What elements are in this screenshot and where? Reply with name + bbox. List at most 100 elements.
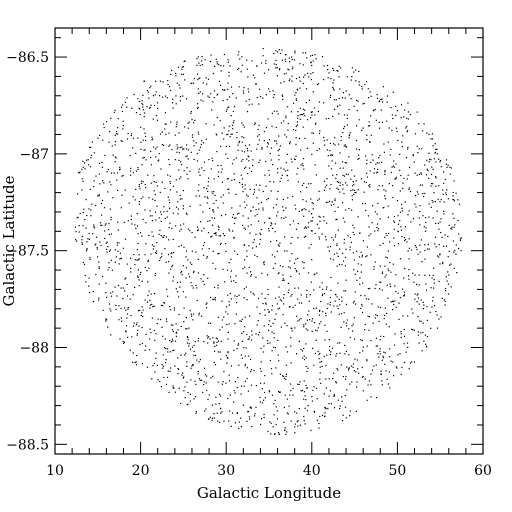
scatter-point (187, 339, 189, 341)
scatter-point (335, 162, 337, 164)
scatter-point (273, 63, 275, 65)
scatter-point (365, 209, 367, 212)
scatter-point (366, 345, 368, 347)
scatter-point (147, 174, 149, 176)
scatter-point (428, 203, 430, 205)
scatter-point (438, 280, 440, 282)
scatter-point (83, 208, 85, 210)
scatter-point (388, 371, 390, 373)
scatter-point (375, 119, 377, 121)
scatter-point (360, 178, 362, 180)
scatter-point (238, 294, 240, 296)
scatter-point (117, 118, 119, 120)
scatter-point (186, 365, 188, 367)
scatter-point (164, 362, 167, 364)
scatter-point (369, 170, 371, 172)
scatter-point (153, 362, 156, 365)
scatter-point (423, 340, 425, 342)
scatter-point (185, 317, 188, 319)
scatter-point (223, 316, 225, 318)
scatter-point (316, 83, 318, 86)
scatter-point (400, 336, 402, 338)
scatter-point (154, 252, 157, 254)
scatter-point (175, 288, 177, 290)
scatter-point (279, 265, 281, 267)
scatter-point (436, 148, 438, 150)
scatter-point (182, 205, 184, 207)
scatter-point (131, 223, 133, 225)
scatter-point (201, 140, 203, 142)
scatter-point (250, 369, 252, 371)
scatter-point (106, 248, 108, 250)
scatter-point (313, 322, 316, 324)
scatter-point (199, 379, 201, 381)
scatter-point (262, 351, 264, 353)
scatter-point (203, 384, 205, 386)
scatter-point (415, 206, 417, 208)
scatter-point (365, 298, 368, 300)
scatter-point (418, 284, 420, 286)
scatter-point (254, 123, 256, 125)
scatter-point (325, 312, 327, 315)
scatter-point (228, 380, 231, 382)
scatter-point (297, 181, 300, 183)
scatter-point (152, 95, 154, 97)
scatter-point (303, 262, 305, 264)
scatter-point (112, 154, 114, 156)
scatter-point (369, 91, 371, 93)
scatter-point (179, 96, 181, 98)
scatter-point (221, 168, 223, 170)
scatter-point (257, 297, 260, 300)
scatter-point (359, 352, 361, 354)
scatter-point (268, 88, 270, 90)
scatter-point (339, 304, 341, 306)
scatter-point (149, 304, 151, 306)
scatter-point (266, 146, 268, 148)
scatter-point (351, 325, 353, 327)
scatter-point (212, 337, 214, 339)
scatter-point (261, 418, 263, 420)
scatter-point (95, 243, 97, 245)
scatter-point (199, 174, 201, 176)
scatter-point (202, 244, 205, 247)
scatter-point (273, 332, 275, 335)
scatter-point (337, 308, 339, 310)
scatter-point (214, 364, 217, 366)
scatter-point (308, 210, 310, 212)
scatter-point (413, 329, 415, 331)
scatter-point (325, 118, 327, 120)
scatter-point (267, 293, 269, 296)
scatter-point (145, 139, 147, 142)
scatter-point (116, 179, 118, 181)
scatter-point (82, 180, 84, 183)
scatter-point (229, 230, 231, 232)
scatter-point (167, 348, 169, 350)
scatter-point (310, 79, 312, 81)
scatter-point (106, 241, 108, 243)
scatter-point (344, 265, 346, 267)
scatter-point (174, 159, 176, 161)
scatter-point (223, 65, 225, 67)
scatter-point (235, 313, 237, 315)
scatter-point (418, 173, 420, 176)
scatter-point (257, 334, 260, 336)
scatter-point (243, 87, 245, 89)
scatter-point (276, 75, 278, 77)
scatter-points (74, 48, 462, 435)
scatter-point (338, 143, 340, 145)
scatter-point (275, 313, 277, 315)
scatter-point (156, 323, 158, 325)
scatter-point (374, 108, 376, 111)
scatter-point (95, 236, 98, 238)
scatter-point (346, 366, 348, 368)
scatter-point (449, 166, 451, 168)
scatter-point (300, 390, 302, 392)
scatter-point (84, 219, 86, 221)
scatter-point (274, 347, 277, 349)
scatter-point (274, 399, 276, 401)
scatter-point (374, 211, 376, 213)
scatter-point (171, 149, 173, 151)
scatter-point (258, 189, 260, 191)
scatter-point (407, 118, 409, 120)
scatter-point (390, 360, 392, 362)
